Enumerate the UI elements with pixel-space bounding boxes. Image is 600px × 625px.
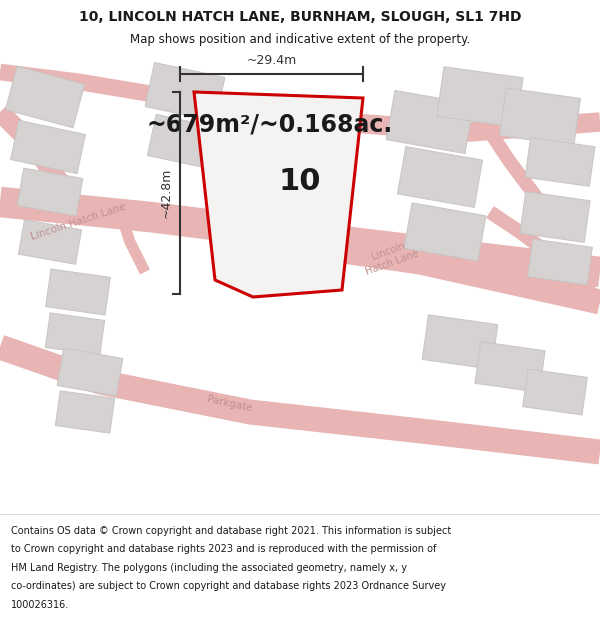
Polygon shape <box>55 391 115 433</box>
Text: HM Land Registry. The polygons (including the associated geometry, namely x, y: HM Land Registry. The polygons (includin… <box>11 563 407 573</box>
Text: Lincoln Hatch Lane: Lincoln Hatch Lane <box>29 202 127 242</box>
Polygon shape <box>46 269 110 315</box>
Polygon shape <box>5 66 85 128</box>
Polygon shape <box>500 88 580 146</box>
Text: ~42.8m: ~42.8m <box>160 168 173 218</box>
Text: 10, LINCOLN HATCH LANE, BURNHAM, SLOUGH, SL1 7HD: 10, LINCOLN HATCH LANE, BURNHAM, SLOUGH,… <box>79 9 521 24</box>
Polygon shape <box>57 348 123 396</box>
Polygon shape <box>145 62 225 121</box>
Polygon shape <box>397 147 482 208</box>
Text: co-ordinates) are subject to Crown copyright and database rights 2023 Ordnance S: co-ordinates) are subject to Crown copyr… <box>11 581 446 591</box>
Text: to Crown copyright and database rights 2023 and is reproduced with the permissio: to Crown copyright and database rights 2… <box>11 544 436 554</box>
Polygon shape <box>422 315 498 369</box>
Polygon shape <box>520 192 590 242</box>
Polygon shape <box>527 239 592 285</box>
Polygon shape <box>475 342 545 392</box>
Text: 100026316.: 100026316. <box>11 600 69 610</box>
Polygon shape <box>17 168 83 216</box>
Text: Parkgate: Parkgate <box>206 394 254 414</box>
Polygon shape <box>11 121 85 174</box>
Polygon shape <box>523 369 587 415</box>
Text: ~679m²/~0.168ac.: ~679m²/~0.168ac. <box>147 112 393 136</box>
Polygon shape <box>404 203 486 261</box>
Text: 10: 10 <box>279 168 321 196</box>
Text: Contains OS data © Crown copyright and database right 2021. This information is : Contains OS data © Crown copyright and d… <box>11 526 451 536</box>
Polygon shape <box>19 220 82 264</box>
Polygon shape <box>277 161 332 204</box>
Polygon shape <box>525 138 595 186</box>
Text: Lincoln
Hatch Lane: Lincoln Hatch Lane <box>360 238 420 277</box>
Polygon shape <box>386 91 474 154</box>
Polygon shape <box>194 92 363 297</box>
Polygon shape <box>437 67 523 128</box>
Polygon shape <box>148 114 223 169</box>
Text: ~29.4m: ~29.4m <box>247 54 296 66</box>
Text: Map shows position and indicative extent of the property.: Map shows position and indicative extent… <box>130 32 470 46</box>
Polygon shape <box>46 313 104 355</box>
